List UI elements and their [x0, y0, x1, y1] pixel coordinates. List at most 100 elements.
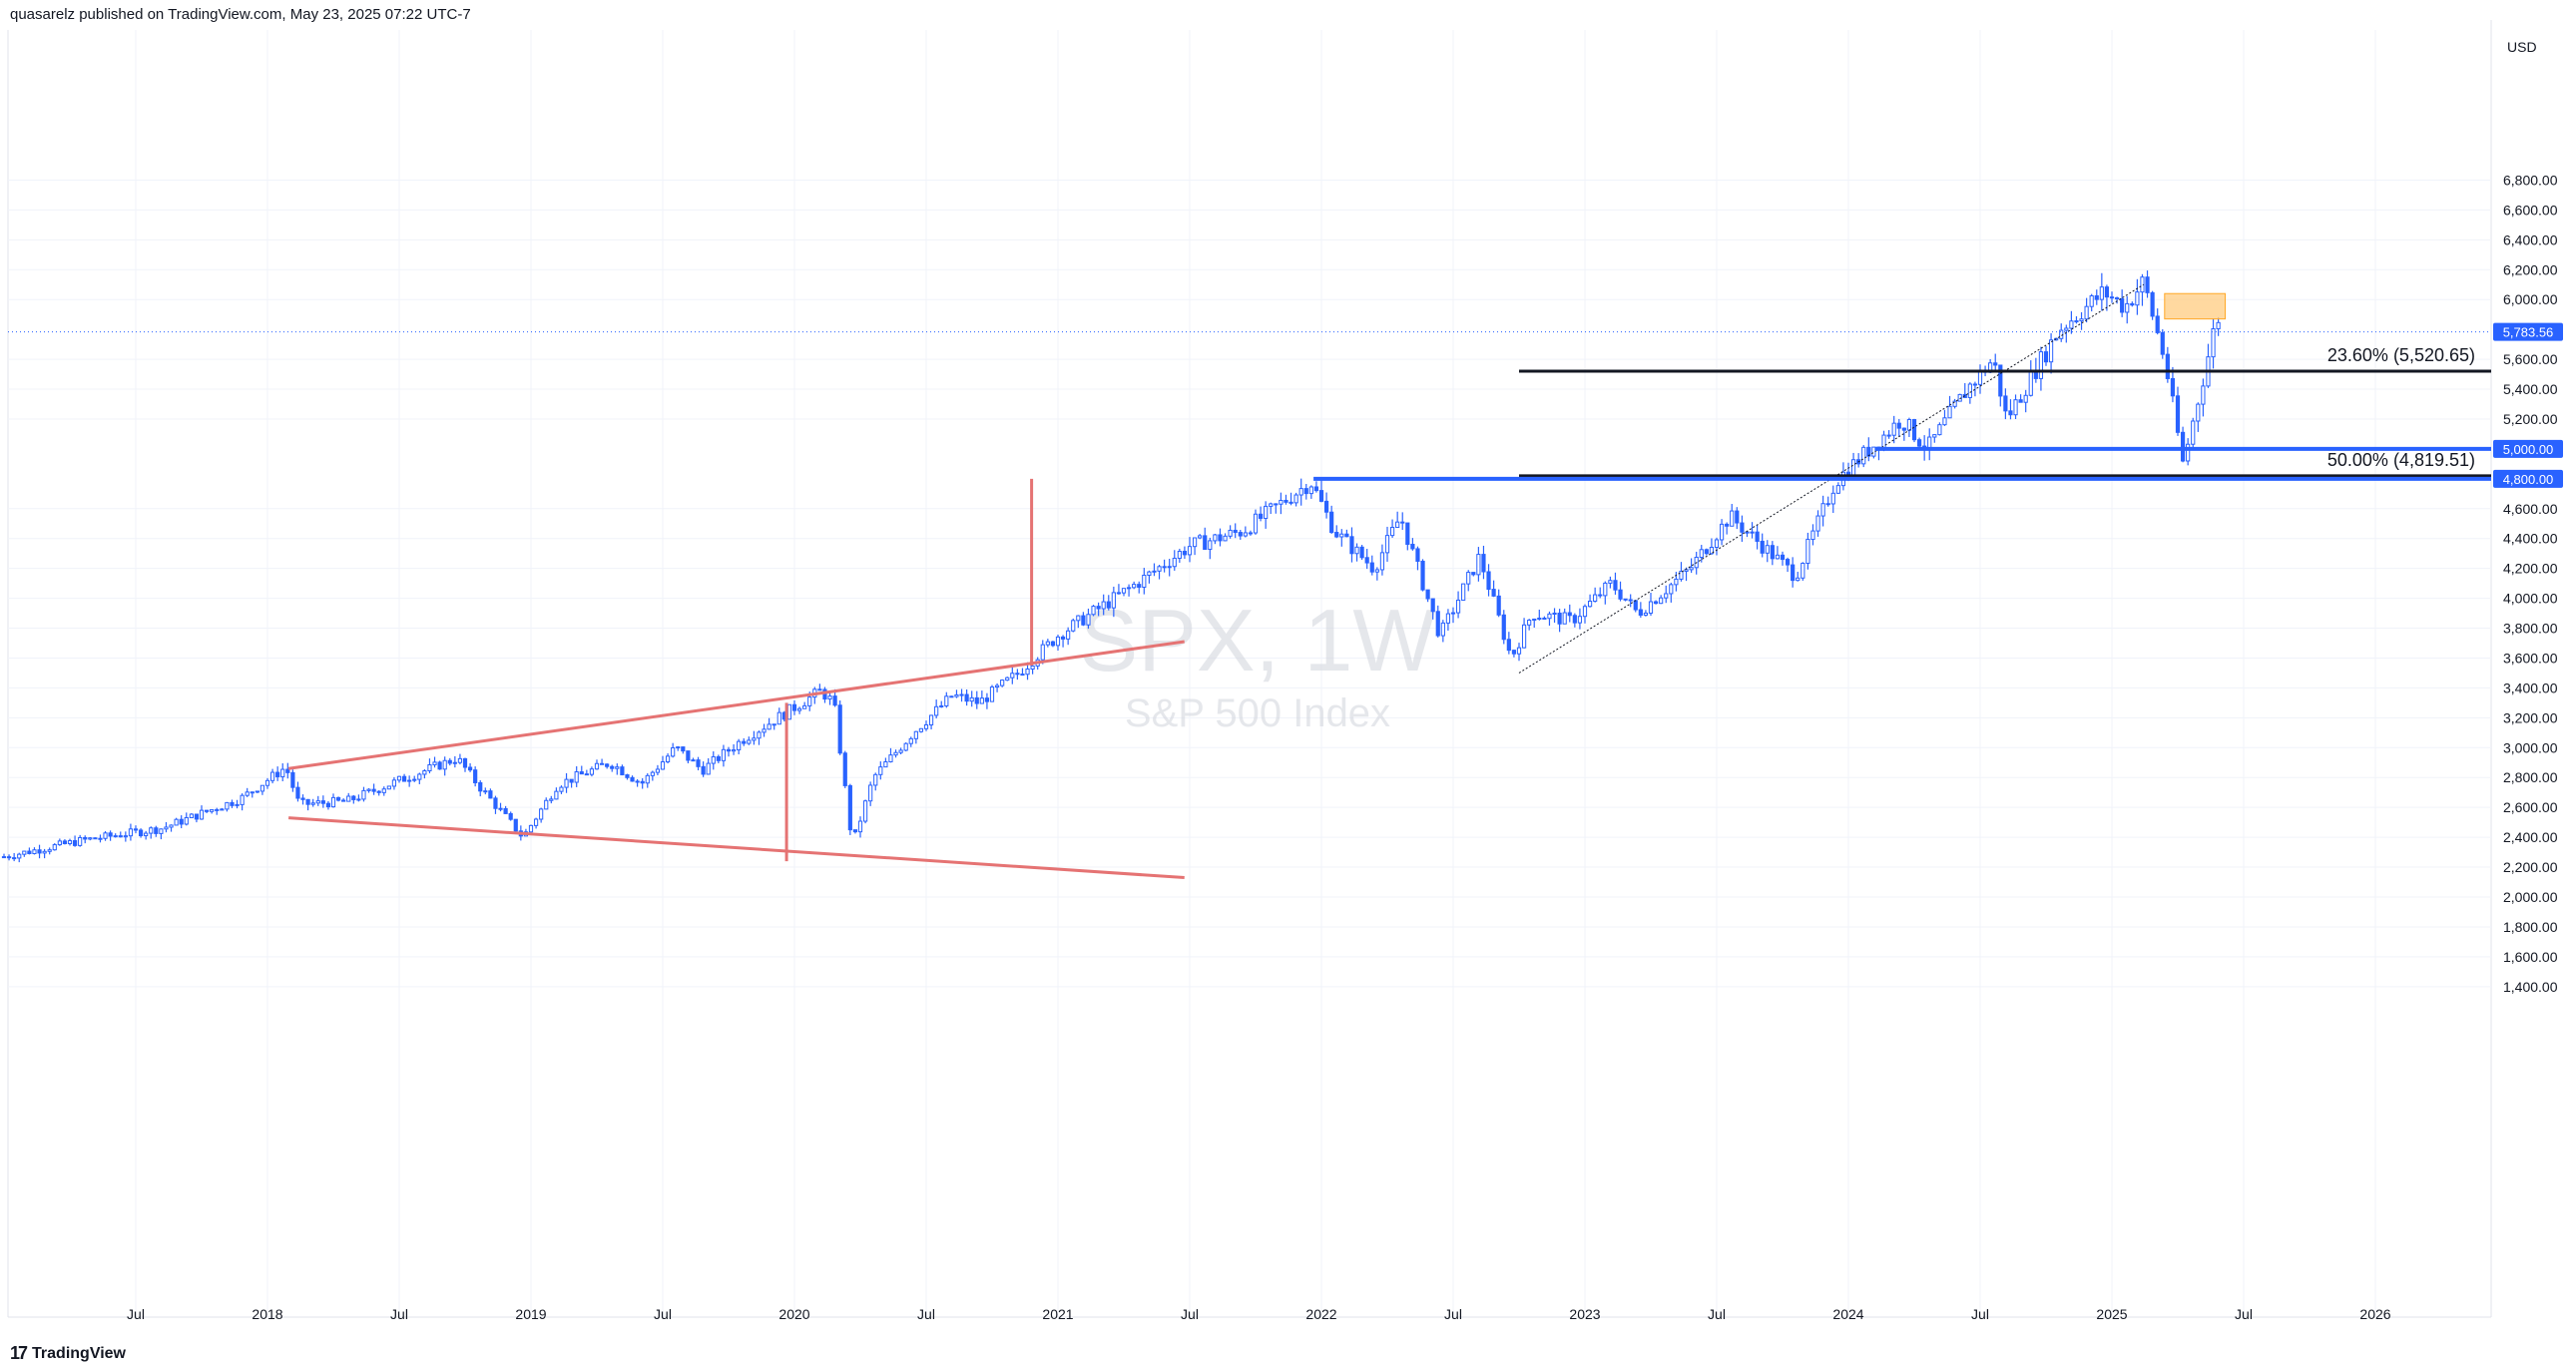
candle-body [1628, 599, 1633, 602]
candle-body [1942, 417, 1947, 426]
candle-body [381, 788, 386, 793]
price-level-tag [2493, 469, 2563, 488]
candle-body [569, 778, 574, 783]
y-tick-label: 3,200.00 [2503, 709, 2558, 725]
candle-body [396, 775, 402, 781]
candle-body [52, 844, 57, 851]
candle-body [1208, 540, 1213, 551]
candle-body [964, 693, 969, 702]
candle-body [250, 791, 255, 794]
candle-body [1699, 549, 1704, 559]
candle-body [88, 837, 93, 840]
candle-body [807, 696, 812, 706]
candle-body [1866, 446, 1871, 457]
candle-body [1213, 534, 1218, 542]
candle-body [549, 798, 554, 801]
candle-body [1045, 641, 1050, 646]
candle-body [2028, 369, 2033, 396]
candle-body [691, 759, 696, 762]
candle-body [898, 749, 903, 753]
x-tick-label: 2023 [1569, 1306, 1600, 1322]
candle-body [351, 795, 356, 800]
candle-body [660, 761, 666, 770]
price-axis[interactable]: 6,800.00 6,600.00 6,400.00 6,200.00 6,000.00… [2493, 39, 2563, 995]
candle-body [1253, 513, 1259, 534]
candle-body [1313, 486, 1319, 492]
chart-drawings[interactable]: 23.60% (5,520.65) 50.00% (4,819.51) [8, 283, 2491, 880]
candle-body [1796, 577, 1801, 582]
candle-body [2150, 291, 2155, 317]
candle-body [721, 748, 727, 761]
candle-body [1906, 419, 1912, 431]
candle-body [503, 807, 508, 814]
candle-body [1137, 584, 1142, 589]
candle-body [42, 850, 47, 854]
candle-body [1308, 486, 1313, 495]
candle-body [422, 770, 427, 775]
target-box[interactable] [2164, 292, 2227, 320]
candle-body [230, 801, 235, 806]
candle-body [189, 813, 194, 818]
y-tick-label: 1,600.00 [2503, 949, 2558, 965]
candle-body [1471, 572, 1476, 576]
watermark-symbol: SPX, 1W [1080, 591, 1436, 689]
candle-body [330, 796, 336, 808]
candle-body [295, 786, 300, 799]
candle-body [154, 827, 159, 834]
candle-body [1410, 543, 1415, 550]
candle-body [1389, 526, 1395, 537]
candle-body [1750, 531, 1755, 534]
trendline-upper[interactable] [287, 640, 1185, 770]
candle-body [554, 790, 559, 800]
candle-body [635, 780, 640, 783]
candle-body [1450, 612, 1456, 615]
candle-body [128, 828, 134, 837]
time-axis[interactable]: Jul 2018 Jul 2019 Jul 2020 Jul 2021 Jul 2022 Jul 20… [127, 1306, 2391, 1322]
x-tick-label: 2021 [1042, 1306, 1073, 1322]
candle-body [589, 768, 595, 775]
candle-body [1466, 572, 1471, 585]
candle-body [1664, 593, 1669, 599]
candle-body [1760, 540, 1765, 554]
candle-body [1932, 434, 1937, 438]
candle-body [605, 763, 610, 767]
candle-body [1116, 592, 1122, 595]
candle-body [1339, 533, 1344, 538]
candle-body [1243, 532, 1248, 537]
candle-series[interactable] [1, 270, 2221, 863]
x-tick-label: Jul [1971, 1306, 1989, 1322]
tradingview-logo[interactable]: 17 TradingView [10, 1343, 126, 1364]
candle-body [2175, 395, 2181, 433]
trendline-lower[interactable] [288, 816, 1185, 880]
candle-body [1055, 636, 1061, 647]
candle-body [204, 809, 210, 812]
candle-body [407, 779, 412, 782]
candle-body [1653, 601, 1659, 605]
candle-body [802, 704, 807, 709]
last-price-tag [2493, 322, 2563, 341]
candle-body [544, 799, 549, 810]
last-price-tag-label: 5,783.56 [2503, 325, 2554, 340]
candle-body [194, 813, 200, 820]
candle-body [796, 707, 802, 711]
candle-body [432, 761, 437, 765]
tradingview-logo-icon: 17 [10, 1343, 28, 1363]
fib-level-label: 23.60% (5,520.65) [2327, 345, 2475, 365]
candle-body [716, 755, 721, 761]
candle-body [1318, 490, 1324, 502]
candle-body [857, 820, 863, 833]
candle-body [1577, 616, 1583, 624]
candle-body [361, 789, 366, 800]
candle-body [2079, 318, 2084, 322]
candle-body [1506, 639, 1511, 652]
candle-body [290, 771, 295, 788]
candle-body [888, 754, 893, 762]
candle-body [640, 780, 645, 784]
candle-body [1815, 515, 1820, 532]
candle-body [285, 768, 290, 773]
candle-body [842, 752, 847, 786]
candle-body [2104, 286, 2110, 298]
candle-body [1486, 571, 1491, 591]
candle-body [240, 794, 245, 805]
